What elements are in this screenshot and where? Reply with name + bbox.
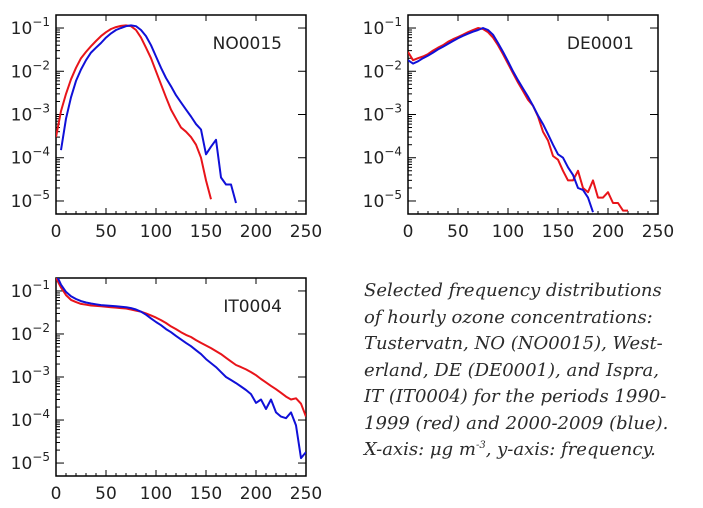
chart-title: DE0001 [567, 34, 634, 54]
chart-panel-3: 0 50 100 150 200 250 10−5 10−4 10−3 10−2 10−1 IT000… [11, 277, 322, 504]
chart-panel-1: 0 50 100 150 200 250 10−5 10−4 10−3 10−2 10−1 NO001… [11, 14, 322, 242]
chart-title: IT0004 [223, 297, 282, 317]
y-tick-label: 10−2 [11, 321, 50, 345]
y-tick-label: 10−1 [363, 15, 402, 39]
caption-line: of hourly ozone concentrations: [364, 306, 653, 328]
y-tick-label: 10−1 [11, 15, 50, 39]
series-line-blue [60, 24, 237, 204]
x-tick-label: 0 [51, 484, 62, 504]
y-tick-label: 10−5 [11, 188, 50, 212]
figure-caption: Selected frequency distributions of hour… [364, 278, 700, 464]
series-line-red [56, 24, 212, 200]
x-tick-label: 200 [592, 222, 624, 242]
y-tick-label: 10−5 [363, 188, 402, 212]
y-tick-label: 10−4 [363, 145, 402, 169]
x-tick-label: 150 [190, 222, 222, 242]
y-tick-label: 10−2 [363, 58, 402, 82]
caption-line: Selected frequency distributions [364, 280, 662, 301]
caption-line: IT (IT0004) for the periods 1990- [364, 386, 667, 407]
caption-line: Tustervatn, NO (NO0015), West- [364, 333, 663, 354]
y-tick-label: 10−2 [11, 58, 50, 82]
series-line-blue [56, 278, 306, 460]
x-tick-label: 250 [290, 484, 322, 504]
caption-axes-text: X-axis: μg m [364, 439, 476, 460]
chart-title: NO0015 [213, 34, 282, 54]
x-tick-label: 250 [290, 222, 322, 242]
y-tick-label: 10−1 [11, 278, 50, 302]
y-tick-label: 10−4 [11, 145, 50, 169]
x-tick-label: 100 [140, 222, 172, 242]
caption-axes-exponent: -3 [475, 440, 486, 451]
y-tick-label: 10−4 [11, 407, 50, 431]
x-tick-label: 50 [447, 222, 469, 242]
y-tick-label: 10−5 [11, 450, 50, 474]
x-tick-label: 150 [542, 222, 574, 242]
series-line-blue [408, 27, 594, 213]
caption-line: 1999 (red) and 2000-2009 (blue). [364, 412, 669, 434]
series-line-red [56, 278, 306, 417]
y-tick-label: 10−3 [363, 102, 402, 126]
x-tick-label: 100 [492, 222, 524, 242]
x-tick-label: 150 [190, 484, 222, 504]
y-tick-label: 10−3 [11, 364, 50, 388]
caption-line: erland, DE (DE0001), and Ispra, [364, 359, 659, 381]
series-line-red [408, 27, 628, 212]
chart-panel-2: 0 50 100 150 200 250 10−5 10−4 10−3 10−2 10−1 DE000… [363, 14, 674, 242]
x-tick-label: 100 [140, 484, 172, 504]
x-tick-label: 200 [240, 222, 272, 242]
caption-axes-text-end: , y-axis: frequency. [485, 439, 656, 460]
x-tick-label: 250 [642, 222, 674, 242]
x-tick-label: 0 [403, 222, 414, 242]
x-tick-label: 50 [95, 222, 117, 242]
x-tick-label: 50 [95, 484, 117, 504]
x-tick-label: 200 [240, 484, 272, 504]
y-tick-label: 10−3 [11, 102, 50, 126]
x-tick-label: 0 [51, 222, 62, 242]
caption-line-axes: X-axis: μg m-3, y-axis: frequency. [364, 437, 700, 464]
